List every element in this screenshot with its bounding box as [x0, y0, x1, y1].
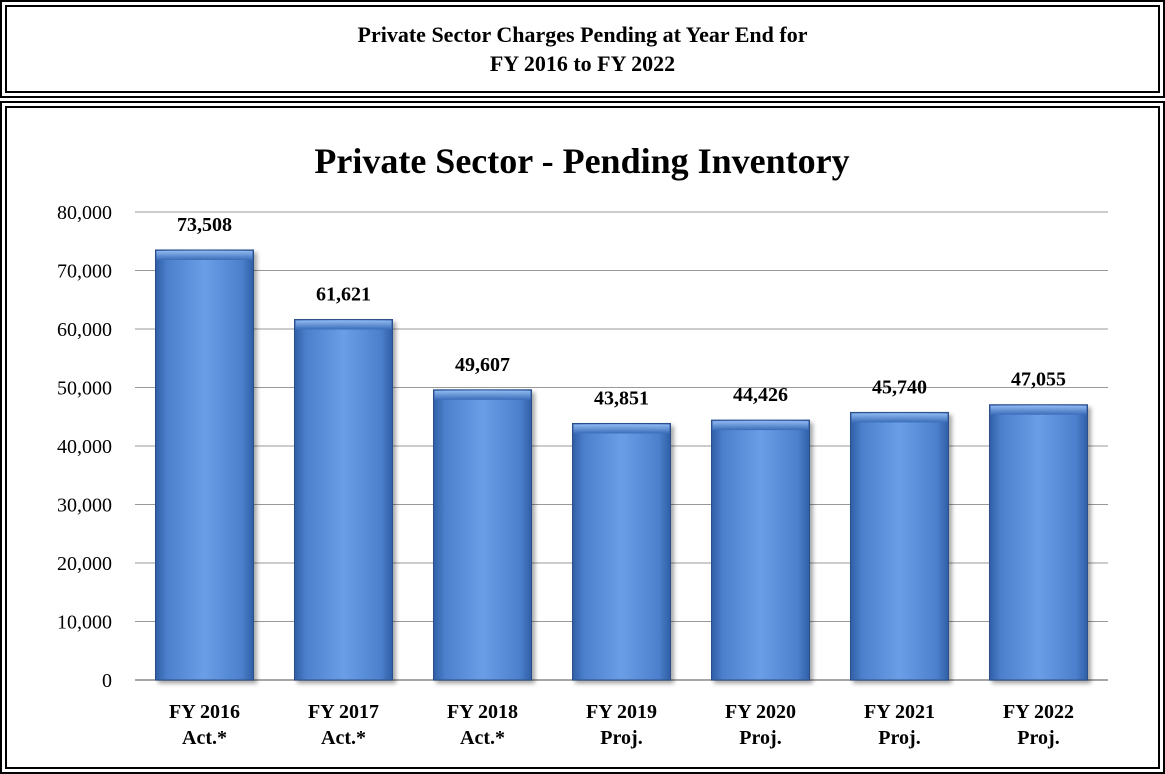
y-tick-label: 10,000 [57, 612, 112, 634]
data-labels: 73,508 61,621 49,607 43,851 44,426 45,740 47,0… [177, 214, 1066, 409]
x-category-sublabel: Proj. [739, 727, 781, 749]
y-tick-label: 40,000 [57, 436, 112, 458]
x-category-sublabel: Act.* [321, 727, 366, 749]
x-category-label: FY 2019 [586, 701, 657, 723]
y-tick-label: 0 [102, 670, 112, 692]
bar [433, 389, 532, 681]
bar-cap [434, 390, 531, 400]
x-category-label: FY 2016 [169, 701, 240, 723]
bar-cap [990, 405, 1087, 415]
x-category-sublabel: Act.* [182, 727, 227, 749]
bars [155, 249, 1088, 681]
x-category-label: FY 2018 [447, 701, 518, 723]
data-label: 45,740 [872, 376, 927, 398]
x-category-label: FY 2017 [308, 701, 379, 723]
bar [711, 419, 810, 681]
x-category-sublabel: Proj. [878, 727, 920, 749]
y-axis-ticks: 0 10,000 20,000 30,000 40,000 50,000 60,000 70,… [57, 202, 112, 692]
x-category-sublabel: Proj. [1017, 727, 1059, 749]
x-category-label: FY 2022 [1003, 701, 1074, 723]
chart-header: Private Sector Charges Pending at Year E… [0, 0, 1165, 98]
data-label: 44,426 [733, 384, 788, 406]
bar [850, 411, 949, 681]
header-line-2: FY 2016 to FY 2022 [489, 51, 676, 76]
y-tick-label: 80,000 [57, 202, 112, 224]
bar-cap [573, 424, 670, 434]
chart-title: Private Sector - Pending Inventory [314, 141, 849, 181]
x-category-label: FY 2020 [725, 701, 796, 723]
x-axis-categories: FY 2016 Act.* FY 2017 Act.* FY 2018 Act.* FY 2… [169, 701, 1074, 749]
x-category-sublabel: Proj. [600, 727, 642, 749]
data-label: 43,851 [594, 387, 649, 409]
y-tick-label: 70,000 [57, 261, 112, 283]
bar [155, 249, 254, 681]
x-category-label: FY 2021 [864, 701, 935, 723]
bar-cap [851, 413, 948, 423]
data-label: 49,607 [455, 354, 510, 376]
bar [294, 319, 393, 681]
bar-cap [295, 320, 392, 330]
bar [989, 404, 1088, 681]
x-category-sublabel: Act.* [460, 727, 505, 749]
data-label: 47,055 [1011, 369, 1066, 391]
bar-cap [156, 250, 253, 260]
header-line-1: Private Sector Charges Pending at Year E… [357, 22, 808, 47]
bar-cap [712, 421, 809, 431]
data-label: 73,508 [177, 214, 232, 236]
y-tick-label: 20,000 [57, 553, 112, 575]
y-tick-label: 50,000 [57, 378, 112, 400]
y-tick-label: 60,000 [57, 319, 112, 341]
y-tick-label: 30,000 [57, 495, 112, 517]
bar [572, 422, 671, 681]
data-label: 61,621 [316, 284, 371, 306]
chart-frame [0, 101, 1165, 774]
